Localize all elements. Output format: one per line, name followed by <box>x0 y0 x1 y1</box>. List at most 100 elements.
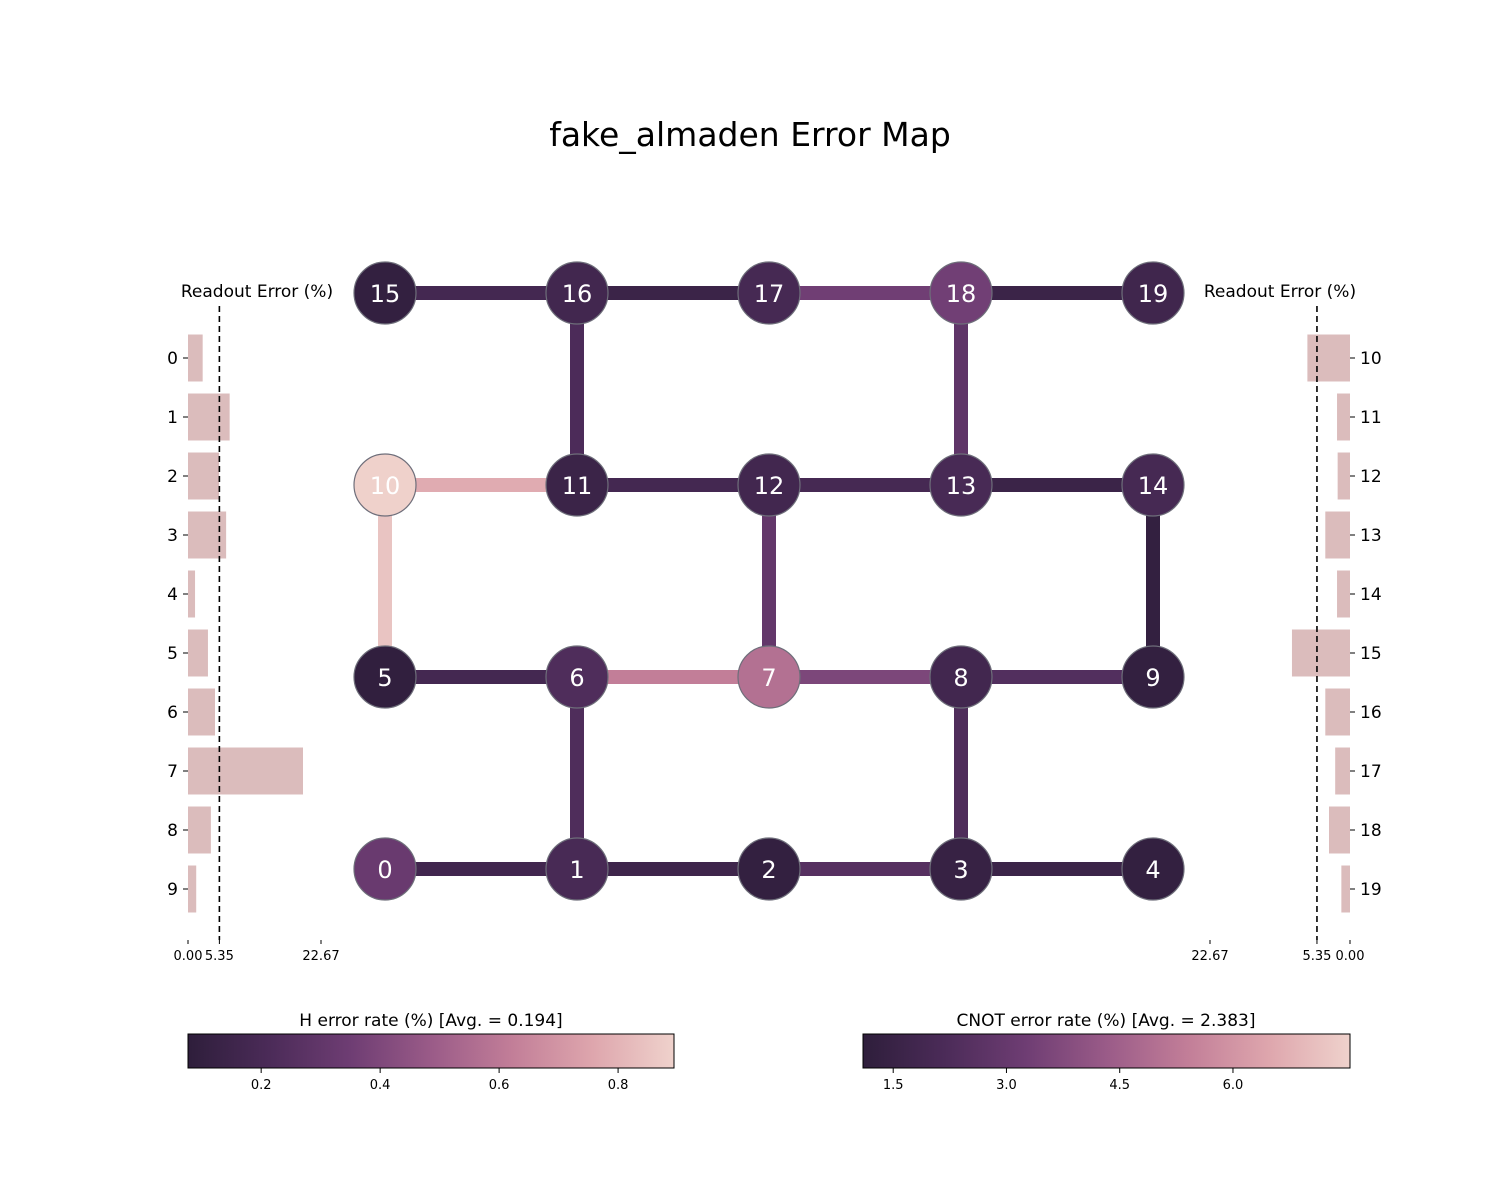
right-ytick-label: 19 <box>1360 880 1382 900</box>
qubit-node <box>1121 261 1185 325</box>
qubit-node <box>929 837 993 901</box>
left-readout-bar <box>188 570 196 618</box>
qubit-label: 7 <box>761 664 776 692</box>
left-readout-yticks: 0 1 2 3 4 5 6 7 8 9 <box>167 349 188 900</box>
left-xtick-label: 0.00 <box>174 949 203 964</box>
qubit-node <box>929 645 993 709</box>
qubit-node <box>545 837 609 901</box>
right-readout-bar <box>1325 688 1350 736</box>
right-ytick-label: 11 <box>1360 408 1382 428</box>
right-readout-bar <box>1329 806 1350 854</box>
qubit-label: 2 <box>761 856 776 884</box>
right-ytick-label: 14 <box>1360 585 1382 605</box>
left-readout-bar <box>188 806 211 854</box>
right-readout-panel: Readout Error (%) 10 11 12 13 14 15 16 17 18 19 2… <box>1191 282 1381 964</box>
qubit-label: 1 <box>569 856 584 884</box>
qubit-label: 11 <box>562 472 593 500</box>
h-colorbar-ticks: 0.2 0.4 0.6 0.8 <box>251 1068 629 1093</box>
qubit-label: 8 <box>953 664 968 692</box>
qubit-node <box>353 261 417 325</box>
left-readout-title: Readout Error (%) <box>181 282 333 302</box>
qubit-label: 19 <box>1138 280 1169 308</box>
qubit-label: 4 <box>1145 856 1160 884</box>
left-ytick-label: 6 <box>167 703 178 723</box>
qubit-node <box>545 645 609 709</box>
qubit-node <box>737 645 801 709</box>
left-readout-bar <box>188 393 230 441</box>
left-readout-bar <box>188 511 227 559</box>
left-readout-bar <box>188 865 197 913</box>
qubit-node <box>929 261 993 325</box>
colorbar-tick-label: 1.5 <box>883 1078 904 1093</box>
cnot-colorbar-ticks: 1.5 3.0 4.5 6.0 <box>883 1068 1243 1093</box>
qubit-node <box>929 453 993 517</box>
left-ytick-label: 0 <box>167 349 178 369</box>
left-readout-bar <box>188 747 303 795</box>
colorbar-tick-label: 0.6 <box>489 1078 510 1093</box>
right-ytick-label: 18 <box>1360 821 1382 841</box>
right-ytick-label: 12 <box>1360 467 1382 487</box>
right-readout-bar <box>1337 570 1350 618</box>
right-ytick-label: 15 <box>1360 644 1382 664</box>
right-readout-title: Readout Error (%) <box>1204 282 1356 302</box>
qubit-label: 3 <box>953 856 968 884</box>
right-readout-bar <box>1325 511 1350 559</box>
qubit-node <box>737 261 801 325</box>
h-colorbar-title: H error rate (%) [Avg. = 0.194] <box>299 1011 562 1031</box>
qubit-label: 17 <box>754 280 785 308</box>
qubit-node <box>737 837 801 901</box>
left-ytick-label: 3 <box>167 526 178 546</box>
right-readout-yticks: 10 11 12 13 14 15 16 17 18 19 <box>1350 349 1382 900</box>
colorbar-tick-label: 0.2 <box>251 1078 272 1093</box>
qubit-label: 14 <box>1138 472 1169 500</box>
left-readout-bar <box>188 334 203 382</box>
right-xtick-label: 0.00 <box>1336 949 1365 964</box>
left-ytick-label: 8 <box>167 821 178 841</box>
qubit-node <box>545 261 609 325</box>
right-xtick-label: 5.35 <box>1302 949 1331 964</box>
qubit-label: 13 <box>946 472 977 500</box>
qubit-node <box>353 837 417 901</box>
qubit-node <box>353 453 417 517</box>
right-ytick-label: 10 <box>1360 349 1382 369</box>
qubit-node <box>353 645 417 709</box>
qubit-label: 6 <box>569 664 584 692</box>
qubit-label: 0 <box>377 856 392 884</box>
colorbar-tick-label: 0.4 <box>370 1078 391 1093</box>
right-ytick-label: 16 <box>1360 703 1382 723</box>
qubit-label: 16 <box>562 280 593 308</box>
left-xtick-label: 22.67 <box>302 949 339 964</box>
left-ytick-label: 5 <box>167 644 178 664</box>
qubit-label: 15 <box>370 280 401 308</box>
right-readout-bar <box>1337 393 1350 441</box>
colorbar-tick-label: 3.0 <box>996 1078 1017 1093</box>
qubit-label: 10 <box>370 472 401 500</box>
right-ytick-label: 17 <box>1360 762 1382 782</box>
right-readout-bar <box>1337 452 1350 500</box>
right-readout-bar <box>1291 629 1350 677</box>
qubit-label: 12 <box>754 472 785 500</box>
qubit-node <box>545 453 609 517</box>
left-readout-bar <box>188 452 220 500</box>
colorbar-tick-label: 0.8 <box>608 1078 629 1093</box>
left-xtick-label: 5.35 <box>205 949 234 964</box>
right-xtick-label: 22.67 <box>1191 949 1228 964</box>
chart-title: fake_almaden Error Map <box>549 115 951 154</box>
left-ytick-label: 1 <box>167 408 178 428</box>
left-readout-bars <box>188 334 303 913</box>
right-ytick-label: 13 <box>1360 526 1382 546</box>
left-readout-bar <box>188 629 208 677</box>
left-readout-panel: Readout Error (%) 0 1 2 3 4 5 6 7 8 9 0.00 5.35 22.… <box>167 282 339 964</box>
coupler-edges <box>378 286 1160 876</box>
cnot-colorbar-title: CNOT error rate (%) [Avg. = 2.383] <box>957 1011 1256 1031</box>
qubit-label: 5 <box>377 664 392 692</box>
right-readout-bar <box>1307 334 1350 382</box>
cnot-colorbar: CNOT error rate (%) [Avg. = 2.383] 1.5 3.… <box>862 1011 1351 1093</box>
qubit-node <box>1121 837 1185 901</box>
cnot-colorbar-gradient <box>862 1033 1351 1069</box>
colorbar-tick-label: 4.5 <box>1109 1078 1130 1093</box>
left-readout-bar <box>188 688 215 736</box>
left-ytick-label: 9 <box>167 880 178 900</box>
